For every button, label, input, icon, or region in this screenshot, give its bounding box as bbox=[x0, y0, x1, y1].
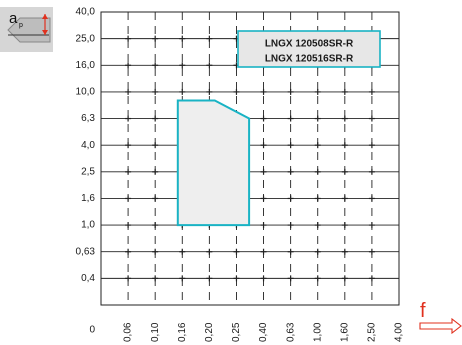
y-tick-label: 1,0 bbox=[81, 220, 95, 231]
legend-entry: LNGX 120516SR-R bbox=[265, 54, 354, 65]
depth-of-cut-icon: a p bbox=[0, 7, 53, 52]
y-tick-label: 4,0 bbox=[81, 140, 95, 151]
x-tick-labels: 0,06 0,10 0,16 0,20 0,25 0,40 0,63 1,00 1,60 2,50… bbox=[123, 322, 405, 342]
y-tick-label: 16,0 bbox=[76, 60, 96, 71]
x-tick-label: 0,63 bbox=[285, 322, 296, 342]
x-tick-label: 0,10 bbox=[150, 322, 161, 342]
y-tick-label: 2,5 bbox=[81, 166, 95, 177]
y-tick-label: 6,3 bbox=[81, 113, 95, 124]
y-tick-label: 1,6 bbox=[81, 193, 95, 204]
y-tick-label: 10,0 bbox=[76, 87, 96, 98]
y-tick-label: 25,0 bbox=[76, 33, 96, 44]
x-tick-label: 1,00 bbox=[312, 322, 323, 342]
x-tick-label: 1,60 bbox=[339, 322, 350, 342]
feed-arrow-icon bbox=[419, 317, 462, 335]
legend: LNGX 120508SR-R LNGX 120516SR-R bbox=[237, 30, 381, 68]
application-area bbox=[176, 99, 251, 227]
y-tick-label: 0 bbox=[89, 325, 95, 336]
application-region bbox=[176, 99, 251, 227]
y-tick-label: 40,0 bbox=[76, 7, 96, 18]
x-tick-label: 0,06 bbox=[123, 322, 134, 342]
x-axis-label: f bbox=[420, 300, 426, 322]
x-tick-label: 0,16 bbox=[177, 322, 188, 342]
y-axis-label: a bbox=[9, 10, 18, 27]
x-tick-label: 2,50 bbox=[367, 322, 378, 342]
x-tick-label: 0,40 bbox=[258, 322, 269, 342]
x-tick-label: 4,00 bbox=[394, 322, 405, 342]
y-tick-labels: 0 0,4 0,63 1,0 1,6 2,5 4,0 6,3 10,0 16,0 25,0 40,0 bbox=[76, 7, 96, 336]
legend-entry: LNGX 120508SR-R bbox=[265, 39, 354, 50]
x-tick-label: 0,20 bbox=[204, 322, 215, 342]
y-tick-label: 0,63 bbox=[76, 246, 96, 257]
x-tick-label: 0,25 bbox=[231, 322, 242, 342]
y-tick-label: 0,4 bbox=[81, 273, 95, 284]
y-axis-label-subscript: p bbox=[19, 22, 23, 29]
